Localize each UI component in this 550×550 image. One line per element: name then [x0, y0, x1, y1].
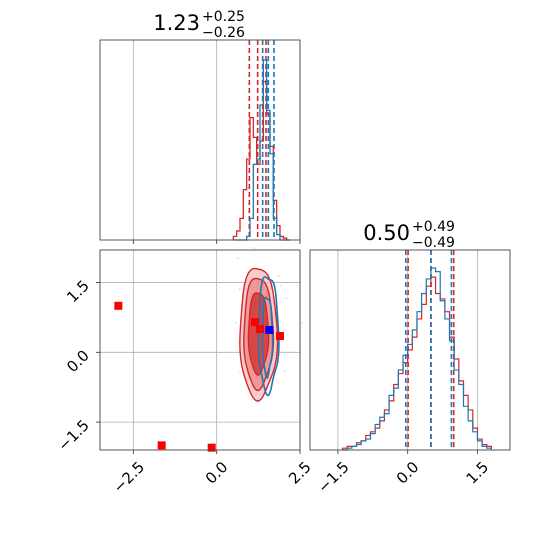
- x-tick-label: −1.5: [314, 458, 352, 496]
- y-tick-label: −1.5: [54, 416, 92, 454]
- sample-point: [253, 247, 256, 250]
- title-top-value: 1.23: [153, 11, 200, 35]
- sample-point: [235, 322, 237, 325]
- y-tick-label: 1.5: [63, 277, 93, 307]
- red-marker: [251, 318, 259, 327]
- red-marker: [114, 301, 123, 310]
- sample-point: [300, 322, 303, 324]
- sample-point: [277, 275, 280, 277]
- red-marker: [157, 441, 166, 450]
- sample-point: [283, 328, 286, 331]
- x-tick-label: 1.5: [463, 458, 493, 488]
- sample-point: [239, 370, 241, 373]
- blue-contour: [261, 296, 274, 380]
- contour-panel: −2.5 0.0 2.5 −1.5 0.0 1.5: [54, 247, 315, 497]
- red-histogram: [341, 276, 492, 450]
- blue-marker: [265, 326, 274, 334]
- title-right-minus: −0.49: [412, 235, 455, 251]
- sample-point: [279, 284, 282, 287]
- sample-point: [237, 257, 239, 260]
- histogram-panel-top: 1.23 +0.25 −0.26: [99, 9, 301, 244]
- x-tick-label: 0.0: [393, 458, 423, 488]
- red-marker: [276, 332, 284, 341]
- title-top-minus: −0.26: [202, 25, 245, 41]
- y-tick-label: 0.0: [63, 346, 93, 376]
- x-tick-label: 2.5: [285, 458, 315, 488]
- x-tick-label: −2.5: [110, 458, 148, 496]
- sample-point: [283, 370, 286, 372]
- red-marker: [207, 443, 216, 452]
- red-marker: [256, 325, 264, 334]
- x-tick-label: 0.0: [202, 458, 232, 488]
- blue-contour: [257, 276, 280, 397]
- blue-histogram: [342, 267, 492, 451]
- contour-frame: [99, 249, 301, 451]
- histogram-panel-right: −1.5 0.0 1.5 0.50 +0.49 −0.49: [309, 219, 511, 497]
- histogram-top-frame: [99, 39, 301, 241]
- blue-histogram: [233, 59, 290, 241]
- title-right-plus: +0.49: [412, 219, 455, 235]
- sample-point: [239, 288, 241, 290]
- histogram-right-frame: [309, 249, 511, 451]
- title-right-value: 0.50: [363, 221, 410, 245]
- title-top-plus: +0.25: [202, 9, 245, 25]
- sample-point: [285, 297, 288, 300]
